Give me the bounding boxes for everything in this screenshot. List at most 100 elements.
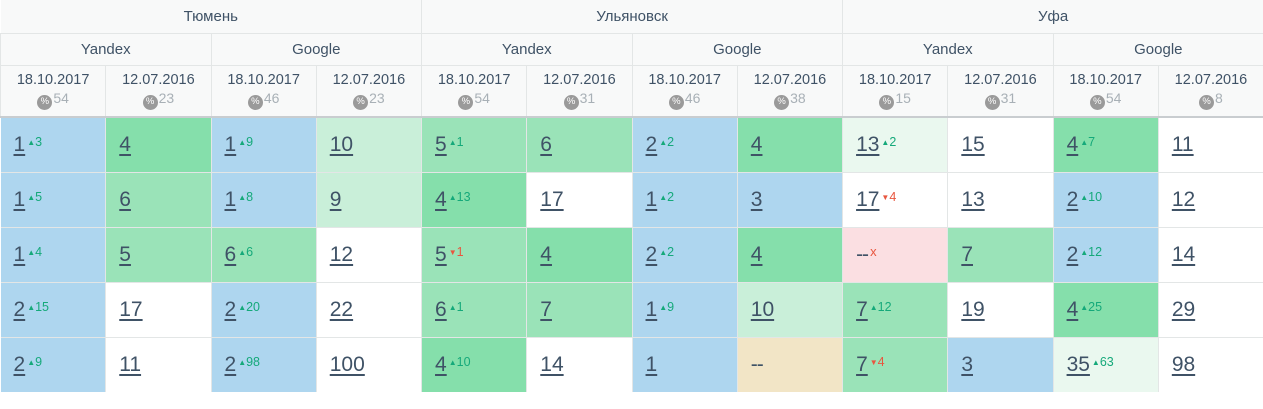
rank-position[interactable]: 4 — [750, 132, 763, 156]
rank-cell[interactable]: 17 ▼4 — [842, 171, 949, 228]
rank-cell[interactable]: 5 — [105, 226, 212, 283]
rank-cell[interactable]: 1 ▲9 — [631, 281, 738, 338]
rank-position[interactable]: 1 — [13, 187, 26, 211]
rank-cell[interactable]: 12 — [1157, 171, 1263, 228]
rank-cell[interactable]: 13 ▲2 — [842, 116, 949, 173]
rank-position[interactable]: 17 — [540, 187, 564, 211]
rank-cell[interactable]: 1 ▲2 — [631, 171, 738, 228]
date-header-column-11[interactable]: 18.10.2017% 54 — [1052, 65, 1159, 118]
rank-cell[interactable]: 29 — [1157, 281, 1263, 338]
rank-position[interactable]: 29 — [1171, 297, 1196, 321]
date-header-column-2[interactable]: 12.07.2016% 23 — [105, 65, 212, 118]
rank-cell[interactable]: 9 — [315, 171, 423, 228]
rank-position[interactable]: 4 — [1066, 132, 1079, 156]
rank-position[interactable]: 2 — [1066, 187, 1079, 211]
rank-cell[interactable]: 4 ▲13 — [421, 171, 528, 228]
date-header-column-10[interactable]: 12.07.2016% 31 — [947, 65, 1054, 118]
rank-cell[interactable]: 14 — [1157, 226, 1263, 283]
rank-position[interactable]: 7 — [856, 297, 868, 321]
rank-cell[interactable]: 1 — [631, 336, 738, 392]
rank-position[interactable]: 10 — [750, 297, 775, 321]
rank-position[interactable]: 11 — [1171, 132, 1194, 156]
rank-cell[interactable]: 2 ▲12 — [1052, 226, 1159, 283]
rank-cell[interactable]: 5 ▼1 — [421, 226, 528, 283]
rank-position[interactable]: 13 — [856, 132, 880, 156]
rank-cell[interactable]: 2 ▲15 — [0, 281, 107, 338]
rank-position[interactable]: 17 — [856, 187, 880, 211]
rank-cell[interactable]: 7 ▲12 — [842, 281, 949, 338]
rank-position[interactable]: 100 — [329, 352, 365, 376]
rank-cell[interactable]: 1 ▲5 — [0, 171, 107, 228]
rank-cell[interactable]: 4 — [105, 116, 212, 173]
rank-cell[interactable]: 2 ▲20 — [210, 281, 317, 338]
rank-position[interactable]: 2 — [224, 297, 237, 321]
rank-position[interactable]: 13 — [961, 187, 985, 211]
rank-position[interactable]: 14 — [1171, 242, 1196, 266]
rank-cell[interactable]: 7 ▼4 — [842, 336, 949, 392]
rank-cell[interactable]: 35 ▲63 — [1052, 336, 1159, 392]
rank-position[interactable]: 6 — [435, 297, 447, 321]
rank-cell[interactable]: 1 ▲8 — [210, 171, 317, 228]
rank-cell[interactable]: 1 ▲9 — [210, 116, 317, 173]
rank-cell[interactable]: 4 — [736, 116, 844, 173]
rank-cell[interactable]: 7 — [526, 281, 633, 338]
rank-cell[interactable]: -- x — [842, 226, 949, 283]
rank-position[interactable]: 35 — [1066, 352, 1090, 376]
rank-position[interactable]: 1 — [645, 297, 658, 321]
date-header-column-5[interactable]: 18.10.2017% 54 — [421, 65, 528, 118]
rank-position[interactable]: 98 — [1171, 352, 1196, 376]
rank-position[interactable]: 4 — [1066, 297, 1079, 321]
rank-cell[interactable]: 13 — [947, 171, 1054, 228]
date-header-column-7[interactable]: 18.10.2017% 46 — [631, 65, 738, 118]
date-header-column-9[interactable]: 18.10.2017% 15 — [842, 65, 949, 118]
rank-position[interactable]: 2 — [224, 352, 237, 376]
rank-cell[interactable]: 12 — [315, 226, 423, 283]
rank-cell[interactable]: 2 ▲98 — [210, 336, 317, 392]
rank-position[interactable]: 3 — [750, 187, 763, 211]
rank-position[interactable]: 2 — [13, 297, 26, 321]
rank-cell[interactable]: 6 — [526, 116, 633, 173]
rank-position[interactable]: 2 — [645, 242, 658, 266]
rank-cell[interactable]: 22 — [315, 281, 423, 338]
date-header-column-8[interactable]: 12.07.2016% 38 — [736, 65, 844, 118]
rank-cell[interactable]: 100 — [315, 336, 423, 392]
rank-position[interactable]: 4 — [540, 242, 552, 266]
rank-cell[interactable]: 19 — [947, 281, 1054, 338]
rank-position[interactable]: 1 — [224, 132, 237, 156]
rank-position[interactable]: 6 — [540, 132, 552, 156]
rank-position[interactable]: 1 — [224, 187, 237, 211]
rank-position[interactable]: 4 — [435, 352, 447, 376]
rank-position[interactable]: 2 — [13, 352, 26, 376]
rank-position[interactable]: 19 — [961, 297, 985, 321]
rank-cell[interactable]: 15 — [947, 116, 1054, 173]
rank-cell[interactable]: 4 — [526, 226, 633, 283]
rank-position[interactable]: 14 — [540, 352, 564, 376]
rank-position[interactable]: 6 — [119, 187, 131, 211]
rank-position[interactable]: 1 — [13, 242, 26, 266]
rank-cell[interactable]: 17 — [105, 281, 212, 338]
rank-position[interactable]: 4 — [750, 242, 763, 266]
rank-position[interactable]: 7 — [856, 352, 868, 376]
rank-cell[interactable]: 3 — [947, 336, 1054, 392]
date-header-column-4[interactable]: 12.07.2016% 23 — [315, 65, 423, 118]
rank-position[interactable]: 22 — [329, 297, 354, 321]
rank-position[interactable]: 1 — [645, 187, 658, 211]
rank-cell[interactable]: 4 ▲10 — [421, 336, 528, 392]
rank-cell[interactable]: 10 — [736, 281, 844, 338]
rank-cell[interactable]: 11 — [105, 336, 212, 392]
rank-position[interactable]: 10 — [329, 132, 354, 156]
rank-cell[interactable]: 4 — [736, 226, 844, 283]
rank-cell[interactable]: -- — [736, 336, 844, 392]
rank-position[interactable]: 12 — [1171, 187, 1196, 211]
rank-cell[interactable]: 2 ▲2 — [631, 226, 738, 283]
rank-cell[interactable]: 11 — [1157, 116, 1263, 173]
rank-cell[interactable]: 1 ▲3 — [0, 116, 107, 173]
date-header-column-1[interactable]: 18.10.2017% 54 — [0, 65, 107, 118]
rank-cell[interactable]: 5 ▲1 — [421, 116, 528, 173]
date-header-column-6[interactable]: 12.07.2016% 31 — [526, 65, 633, 118]
rank-position[interactable]: 12 — [329, 242, 354, 266]
rank-position[interactable]: 5 — [435, 132, 447, 156]
rank-cell[interactable]: 4 ▲25 — [1052, 281, 1159, 338]
rank-cell[interactable]: 98 — [1157, 336, 1263, 392]
date-header-column-12[interactable]: 12.07.2016% 8 — [1157, 65, 1263, 118]
